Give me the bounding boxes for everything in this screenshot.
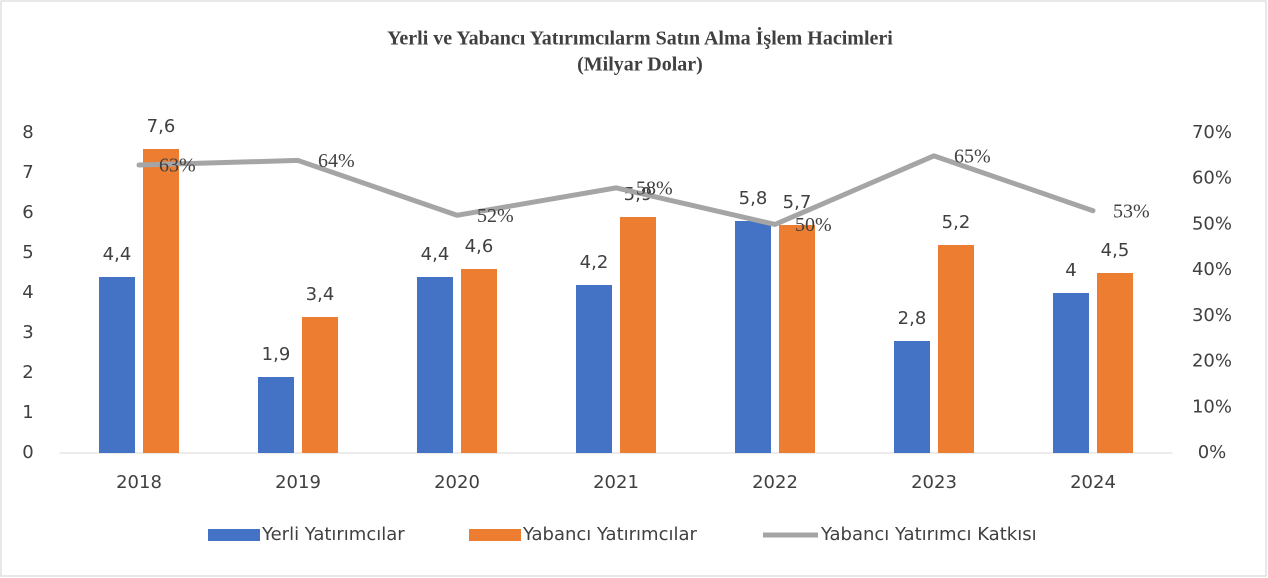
data-label: 4	[1065, 260, 1076, 281]
y-tick-label: 7	[22, 162, 33, 183]
bar	[620, 217, 656, 453]
y-tick-label: 3	[22, 322, 33, 343]
data-label: 1,9	[262, 344, 291, 365]
y2-tick-label: 10%	[1192, 396, 1232, 417]
data-label: 50%	[795, 214, 832, 236]
x-tick-label: 2021	[593, 472, 639, 493]
y-tick-label: 8	[22, 122, 33, 143]
y2-tick-label: 0%	[1198, 442, 1227, 463]
x-tick-label: 2020	[434, 472, 480, 493]
y-tick-label: 4	[22, 282, 33, 303]
bar	[735, 221, 771, 453]
legend-label: Yabancı Yatırımcılar	[522, 524, 698, 545]
data-label: 4,5	[1101, 240, 1130, 261]
y-tick-label: 2	[22, 362, 33, 383]
y-tick-label: 6	[22, 202, 33, 223]
bar	[1097, 273, 1133, 453]
bar	[461, 269, 497, 453]
y2-tick-label: 40%	[1192, 259, 1232, 280]
data-label: 2,8	[898, 308, 927, 329]
x-tick-label: 2024	[1070, 472, 1116, 493]
y2-tick-label: 30%	[1192, 305, 1232, 326]
data-label: 4,2	[580, 252, 609, 273]
data-label: 52%	[477, 205, 514, 227]
bar	[938, 245, 974, 453]
data-label: 7,6	[147, 116, 176, 137]
bar	[99, 277, 135, 453]
chart-title: Yerli ve Yabancı Yatırımcılarm Satın Alm…	[387, 26, 893, 50]
legend-swatch	[208, 529, 260, 541]
data-label: 58%	[636, 177, 673, 199]
bar	[576, 285, 612, 453]
x-tick-label: 2022	[752, 472, 798, 493]
data-label: 5,7	[783, 192, 812, 213]
bar	[302, 317, 338, 453]
y2-tick-label: 50%	[1192, 213, 1232, 234]
legend-swatch	[469, 529, 521, 541]
data-label: 5,8	[739, 188, 768, 209]
x-tick-label: 2019	[275, 472, 321, 493]
data-label: 65%	[954, 145, 991, 167]
line	[136, 153, 1096, 227]
legend-label: Yabancı Yatırımcı Katkısı	[820, 524, 1037, 545]
data-label: 4,6	[465, 236, 494, 257]
data-label: 63%	[159, 155, 196, 177]
x-tick-label: 2023	[911, 472, 957, 493]
y2-tick-label: 70%	[1192, 122, 1232, 143]
bar	[779, 225, 815, 453]
y2-tick-label: 20%	[1192, 351, 1232, 372]
data-label: 4,4	[103, 244, 132, 265]
y2-tick-label: 60%	[1192, 168, 1232, 189]
bar	[417, 277, 453, 453]
bar	[258, 377, 294, 453]
y-tick-label: 0	[22, 442, 33, 463]
data-label: 5,2	[942, 212, 971, 233]
data-label: 4,4	[421, 244, 450, 265]
data-label: 64%	[318, 150, 355, 172]
y-tick-label: 1	[22, 402, 33, 423]
y-tick-label: 5	[22, 242, 33, 263]
data-label: 3,4	[306, 284, 335, 305]
legend-label: Yerli Yatırımcılar	[261, 524, 405, 545]
bar	[1053, 293, 1089, 453]
chart-subtitle: (Milyar Dolar)	[577, 54, 703, 76]
data-label: 53%	[1113, 200, 1150, 222]
bar	[143, 149, 179, 453]
bar	[894, 341, 930, 453]
x-tick-label: 2018	[116, 472, 162, 493]
